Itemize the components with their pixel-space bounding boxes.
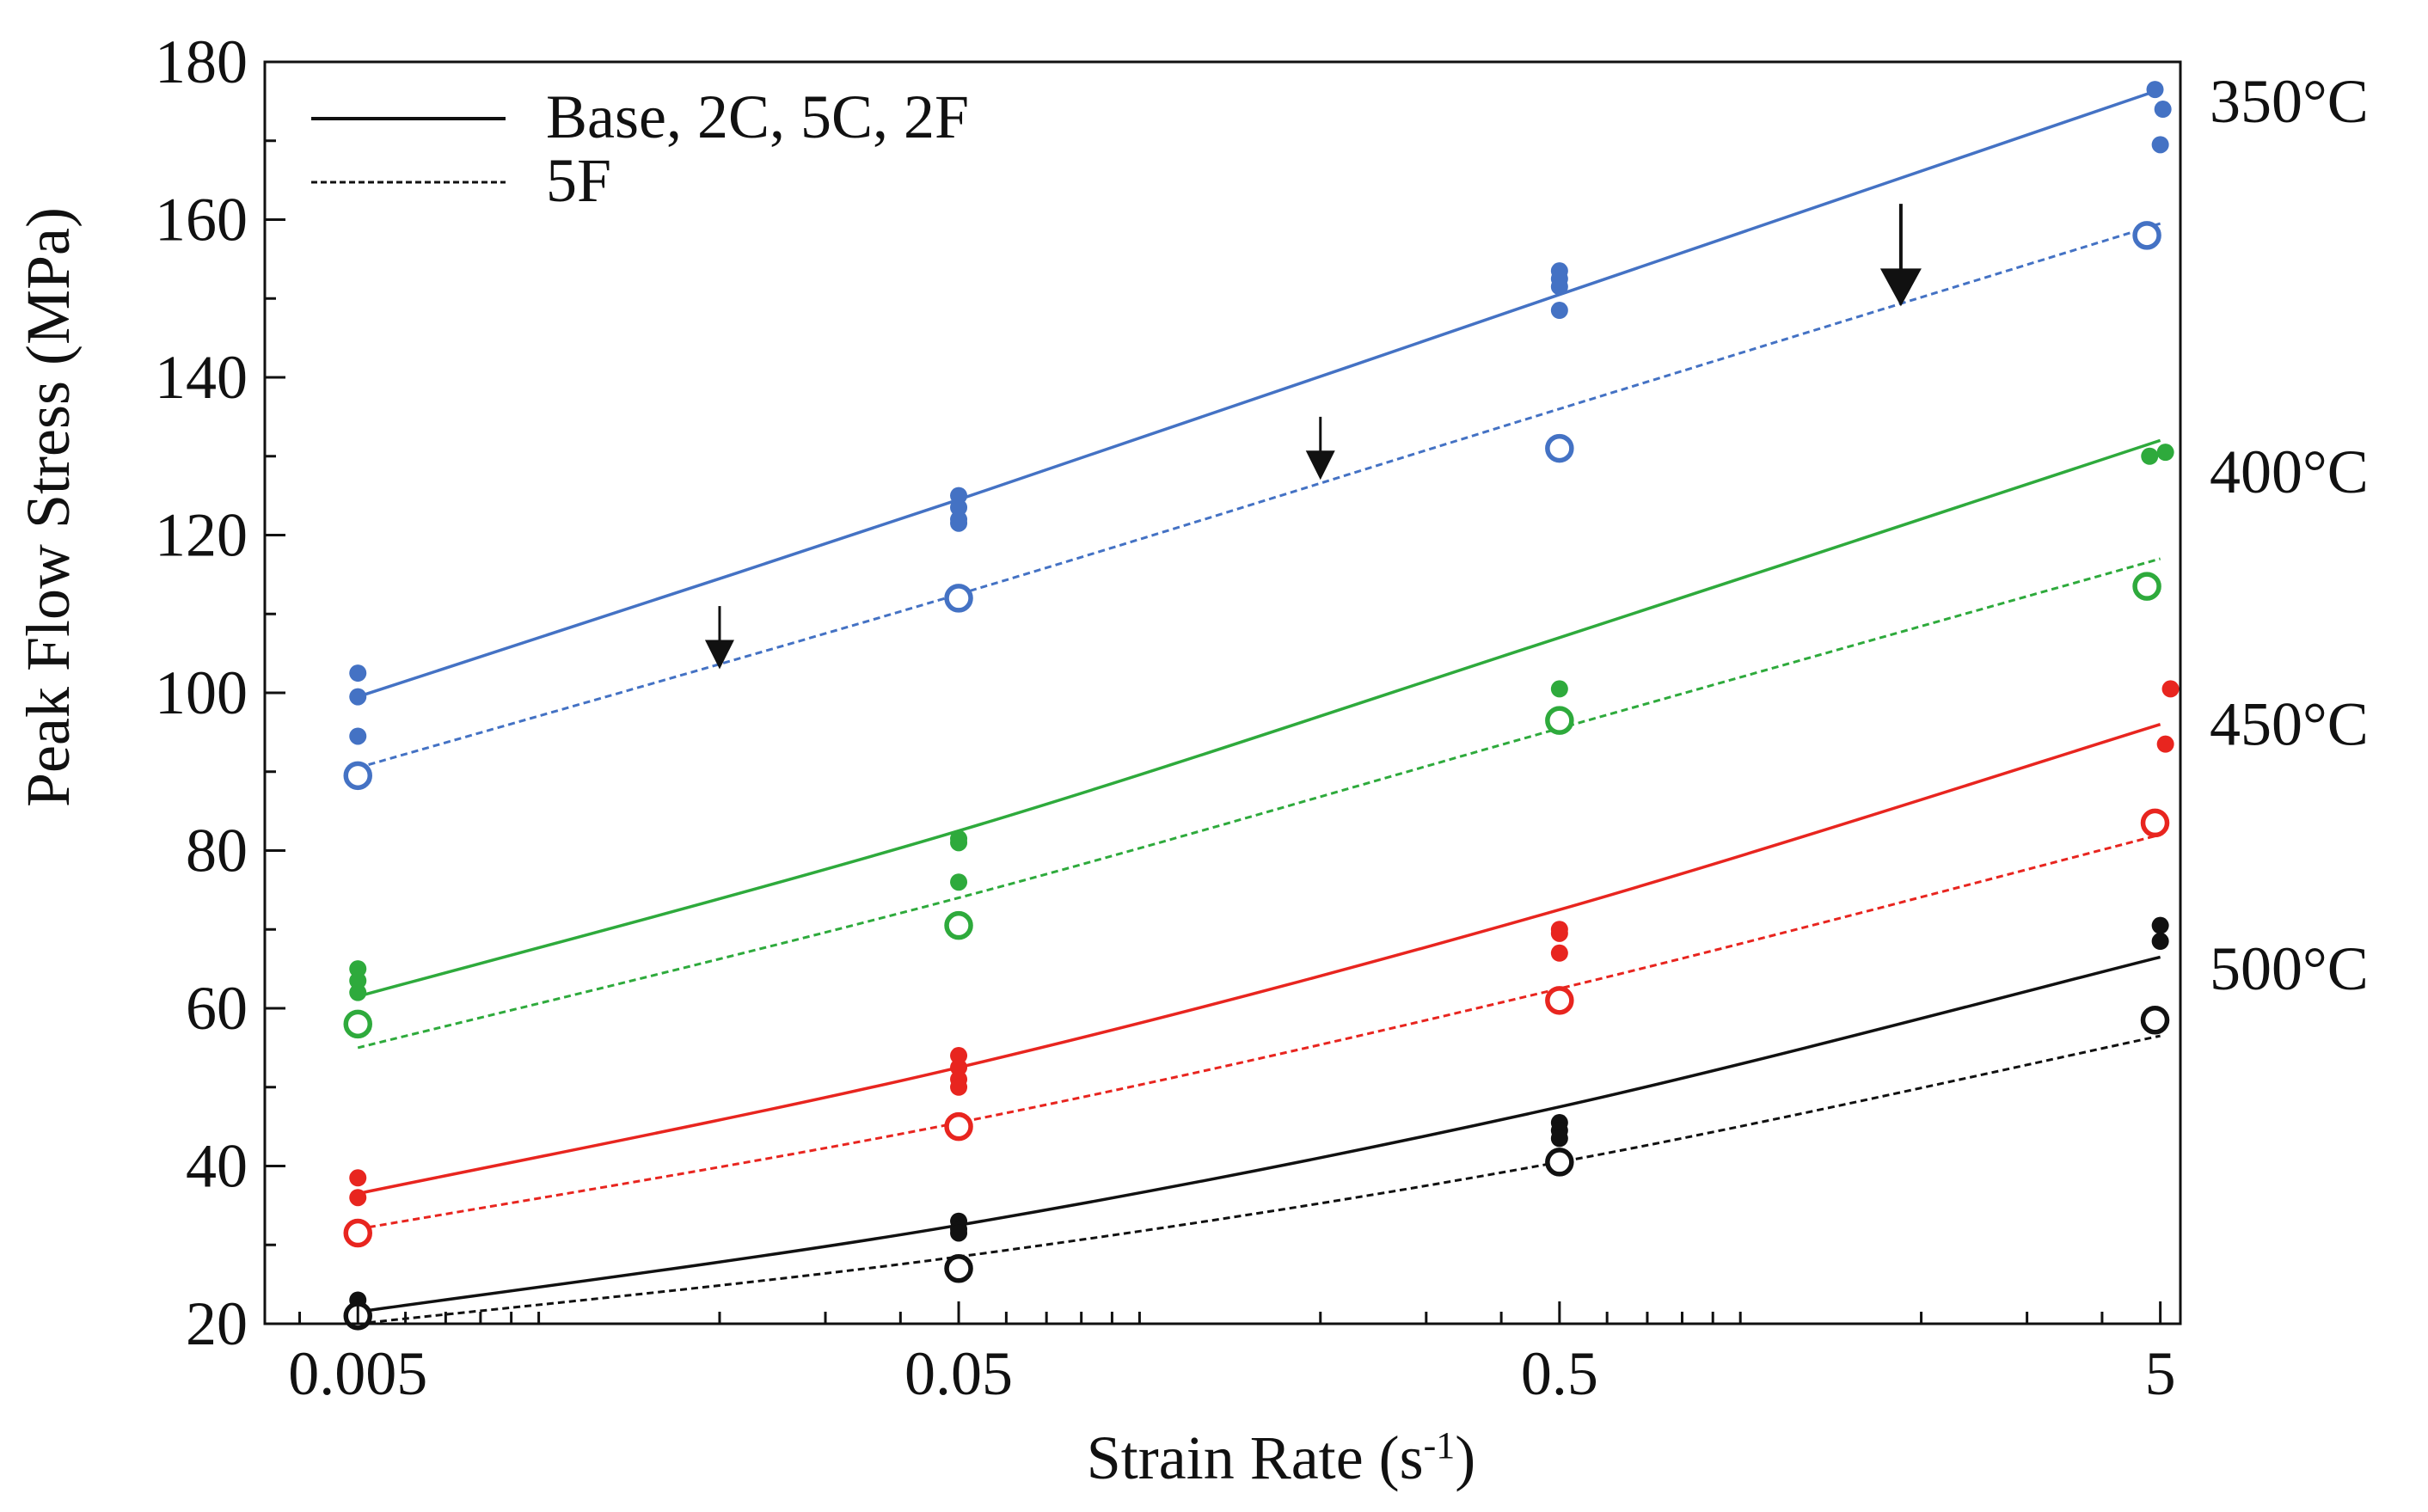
data-point-filled <box>1550 680 1568 698</box>
y-tick-label: 160 <box>155 186 248 254</box>
data-point-filled <box>349 960 367 978</box>
data-point-filled <box>2151 916 2169 934</box>
data-point-filled <box>1550 924 1568 942</box>
data-point-filled <box>950 1047 968 1065</box>
data-point-filled <box>2141 447 2159 465</box>
data-point-filled <box>950 834 968 852</box>
series-450C: 450°C <box>343 680 2369 1248</box>
fit-line-dashed <box>358 1034 2161 1325</box>
series-400C: 400°C <box>343 438 2369 1050</box>
data-point-open <box>343 1218 372 1248</box>
data-point-filled <box>2146 81 2164 99</box>
arrow-head <box>1305 450 1335 481</box>
x-tick-label: 5 <box>2145 1339 2176 1408</box>
y-tick-label: 60 <box>186 974 248 1043</box>
data-point-filled <box>950 487 968 505</box>
data-point-filled <box>950 873 968 891</box>
temperature-label: 400°C <box>2210 438 2369 506</box>
temperature-label: 450°C <box>2210 690 2369 759</box>
data-point-filled <box>1550 1129 1568 1148</box>
data-point-filled <box>2161 680 2180 698</box>
y-tick-label: 140 <box>155 343 248 412</box>
data-point-open <box>343 761 372 791</box>
plot-area-frame <box>263 60 2182 1325</box>
fit-line-dashed <box>357 833 2161 1231</box>
x-axis-title: Strain Rate (s-1) <box>1087 1423 1476 1492</box>
data-point-filled <box>950 514 968 532</box>
data-point-filled <box>1550 278 1568 296</box>
fit-line-solid <box>357 955 2161 1313</box>
temperature-label: 350°C <box>2210 67 2369 136</box>
x-tick-label: 0.005 <box>288 1339 427 1408</box>
y-tick-label: 180 <box>155 28 248 96</box>
y-tick-label: 20 <box>186 1289 248 1358</box>
x-axis-title-superscript: -1 <box>1424 1424 1456 1466</box>
data-point-filled <box>349 727 367 745</box>
data-point-filled <box>349 1189 367 1207</box>
data-point-filled <box>950 1058 968 1076</box>
axis-ticks: 20 40 60 80 100 120 140 160 180 0.005 0.05 0.5 5 <box>155 28 2176 1408</box>
data-point-filled <box>2151 933 2169 951</box>
data-point-filled <box>950 1078 968 1096</box>
data-point-filled <box>1550 302 1568 320</box>
data-point-open <box>343 1009 372 1039</box>
data-point-open <box>1545 706 1574 735</box>
data-point-open <box>2140 808 2170 838</box>
data-point-filled <box>349 688 367 706</box>
data-point-filled <box>2156 444 2174 462</box>
data-point-filled <box>349 1169 367 1187</box>
fit-line-solid <box>357 438 2161 998</box>
fit-line-dashed <box>357 557 2161 1050</box>
legend-label: Base, 2C, 5C, 2F <box>546 83 969 151</box>
data-point-open <box>944 584 973 613</box>
arrow-head <box>704 640 734 670</box>
data-point-open <box>2140 1006 2170 1035</box>
y-axis-title: Peak Flow Stress (MPa) <box>14 207 83 807</box>
y-tick-label: 100 <box>155 658 248 727</box>
data-point-filled <box>1550 944 1568 962</box>
x-tick-label: 0.05 <box>904 1339 1013 1408</box>
series-layer: 350°C 400°C 450°C 500°C <box>343 67 2369 1331</box>
data-point-open <box>1545 433 1574 463</box>
data-point-open <box>944 910 973 940</box>
x-axis-title-main: Strain Rate (s <box>1087 1423 1424 1492</box>
temperature-label: 500°C <box>2210 934 2369 1003</box>
fit-line-solid <box>357 723 2161 1196</box>
data-point-open <box>944 1111 973 1142</box>
fit-line-dashed <box>357 222 2161 769</box>
y-tick-label: 40 <box>186 1132 248 1201</box>
legend-label: 5F <box>546 146 611 215</box>
y-tick-label: 80 <box>186 817 248 885</box>
fit-line-solid <box>357 88 2161 699</box>
data-point-filled <box>2156 735 2174 753</box>
data-point-open <box>2132 221 2161 250</box>
data-point-filled <box>349 971 367 989</box>
data-point-open <box>944 1254 973 1283</box>
series-350C: 350°C <box>343 67 2369 791</box>
data-point-filled <box>2151 136 2169 154</box>
data-point-filled <box>950 1224 968 1242</box>
arrow-head <box>1879 268 1922 307</box>
x-tick-label: 0.5 <box>1521 1339 1598 1408</box>
data-point-open <box>2132 572 2161 601</box>
data-point-open <box>1545 1148 1574 1177</box>
data-point-open <box>1545 986 1574 1015</box>
data-point-filled <box>2154 101 2172 119</box>
data-point-filled <box>349 664 367 683</box>
x-axis-title-end: ) <box>1455 1423 1475 1492</box>
series-500C: 500°C <box>343 916 2369 1331</box>
y-tick-label: 120 <box>155 501 248 570</box>
data-point-filled <box>950 499 968 517</box>
data-point-filled <box>349 983 367 1001</box>
